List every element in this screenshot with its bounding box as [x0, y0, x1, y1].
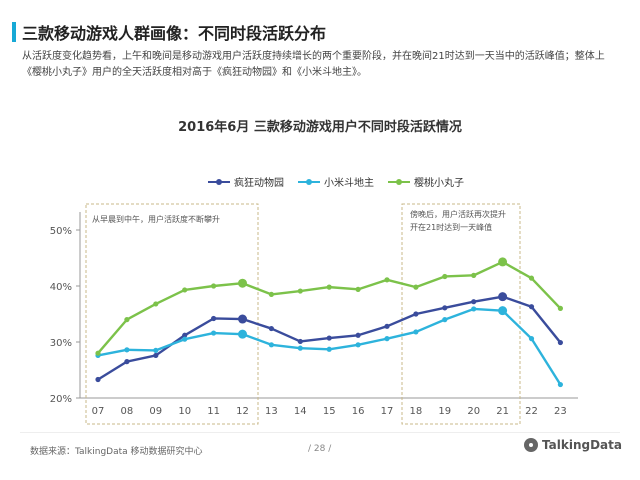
y-tick-label: 20% [50, 394, 72, 405]
x-tick-label: 21 [496, 406, 509, 417]
data-point [297, 338, 303, 345]
data-point [413, 284, 419, 290]
data-point [211, 315, 217, 322]
x-tick-label: 17 [381, 406, 394, 417]
annotation-box [401, 203, 521, 425]
legend-swatch-xiaomi-doudizhu [298, 177, 320, 187]
data-point [557, 339, 564, 346]
data-point [384, 277, 390, 283]
data-point [326, 346, 332, 352]
talkingdata-logo-icon [524, 438, 538, 452]
data-point [355, 332, 361, 338]
chart-legend: 疯狂动物园 小米斗地主 樱桃小丸子 [208, 174, 464, 189]
data-point [153, 347, 159, 353]
data-point [326, 335, 332, 341]
data-point [442, 317, 448, 323]
data-point [384, 323, 390, 329]
data-point [442, 273, 448, 280]
data-point [238, 314, 247, 324]
data-point [182, 336, 188, 342]
page-number: / 28 / [308, 444, 332, 454]
data-point [471, 299, 477, 305]
data-point [557, 305, 564, 311]
x-tick-label: 22 [525, 406, 538, 417]
data-point [238, 278, 247, 288]
x-tick-label: 10 [178, 406, 191, 417]
x-tick-label: 18 [410, 406, 423, 417]
data-point [413, 329, 419, 335]
footer-divider [20, 432, 620, 433]
data-point [95, 376, 101, 383]
x-tick-label: 16 [352, 406, 365, 417]
data-point [355, 342, 361, 348]
data-point [153, 301, 159, 307]
data-point [182, 332, 188, 338]
x-tick-label: 15 [323, 406, 336, 417]
annotation-text-evening: 傍晚后，用户活跃再次提升 [410, 209, 506, 219]
x-tick-label: 20 [467, 406, 480, 417]
data-point [557, 381, 564, 388]
data-point [442, 305, 448, 311]
data-point [211, 283, 217, 289]
page-description: 从活跃度变化趋势看，上午和晚间是移动游戏用户活跃度持续增长的两个重要阶段，并在晚… [22, 51, 605, 78]
data-point [498, 257, 508, 267]
data-point [528, 275, 535, 281]
legend-label-chibi-maruko: 樱桃小丸子 [414, 178, 464, 189]
legend-item-crazy-zoo: 疯狂动物园 [208, 174, 284, 189]
data-point [297, 345, 303, 351]
y-tick-label: 30% [50, 338, 72, 349]
data-point [238, 329, 247, 339]
x-tick-label: 12 [236, 406, 249, 417]
brand-logo: TalkingData [524, 438, 622, 452]
brand-name: TalkingData [542, 438, 622, 452]
x-tick-label: 07 [92, 406, 105, 417]
x-tick-label: 23 [554, 406, 567, 417]
y-tick-label: 50% [50, 226, 72, 237]
legend-swatch-chibi-maruko [388, 177, 410, 187]
data-point [326, 284, 332, 290]
data-source: 数据来源：TalkingData 移动数据研究中心 [30, 447, 203, 457]
data-point [211, 330, 217, 336]
data-point [413, 311, 419, 317]
legend-item-xiaomi-doudizhu: 小米斗地主 [298, 174, 374, 189]
data-point [498, 306, 508, 316]
annotation-text-evening: 开在21时达到一天峰值 [410, 222, 492, 232]
x-tick-label: 09 [149, 406, 162, 417]
data-point [124, 317, 130, 323]
data-point [498, 292, 508, 302]
annotation-text-morning: 从早晨到中午，用户活跃度不断攀升 [92, 214, 220, 224]
legend-label-crazy-zoo: 疯狂动物园 [234, 178, 284, 189]
data-point [153, 352, 159, 359]
legend-swatch-crazy-zoo [208, 177, 230, 187]
title-accent-bar [12, 22, 16, 42]
data-point [528, 304, 535, 310]
data-point [471, 272, 477, 278]
data-point [124, 359, 130, 365]
chart-title: 2016年6月 三款移动游戏用户不同时段活跃情况 [178, 120, 462, 135]
data-point [182, 287, 188, 293]
x-tick-label: 19 [438, 406, 451, 417]
x-tick-label: 13 [265, 406, 278, 417]
legend-item-chibi-maruko: 樱桃小丸子 [388, 174, 464, 189]
x-tick-label: 14 [294, 406, 307, 417]
data-point [528, 336, 535, 342]
data-point [268, 291, 274, 297]
data-point [471, 306, 477, 312]
data-point [124, 347, 130, 353]
annotation-box [85, 203, 259, 425]
data-point [355, 286, 361, 292]
x-tick-label: 11 [207, 406, 220, 417]
legend-label-xiaomi-doudizhu: 小米斗地主 [324, 178, 374, 189]
data-point [95, 350, 101, 356]
data-point [268, 325, 274, 332]
page-title: 三款移动游戏人群画像：不同时段活跃分布 [22, 24, 327, 43]
data-point [384, 336, 390, 342]
data-point [297, 288, 303, 294]
data-point [268, 342, 274, 348]
x-tick-label: 08 [121, 406, 134, 417]
y-tick-label: 40% [50, 282, 72, 293]
